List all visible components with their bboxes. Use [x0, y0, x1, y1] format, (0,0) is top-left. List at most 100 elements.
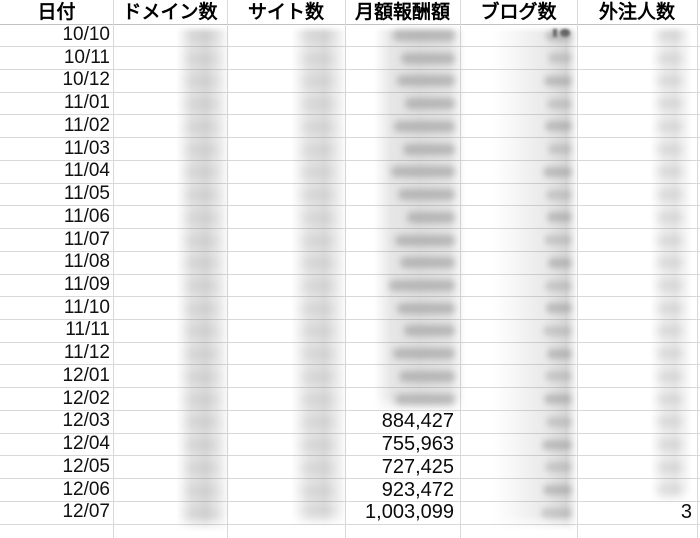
- cell-blogs[interactable]: [460, 433, 572, 456]
- cell-domains[interactable]: [113, 410, 222, 433]
- cell-domains[interactable]: [113, 388, 222, 411]
- cell-domains[interactable]: [113, 24, 222, 47]
- cell-monthly-reward[interactable]: 755,963: [381, 433, 454, 456]
- cell-blogs[interactable]: [460, 365, 572, 388]
- cell-monthly-reward[interactable]: 727,425: [381, 455, 454, 478]
- cell-outsourced[interactable]: [577, 183, 692, 206]
- cell-monthly-reward[interactable]: [345, 319, 454, 342]
- cell-outsourced[interactable]: [577, 251, 692, 274]
- cell-date[interactable]: 11/10: [63, 296, 110, 318]
- cell-sites[interactable]: [227, 183, 340, 206]
- cell-domains[interactable]: [113, 160, 222, 183]
- cell-domains[interactable]: [113, 92, 222, 115]
- cell-date[interactable]: 10/12: [62, 69, 110, 91]
- cell-outsourced[interactable]: [577, 115, 692, 138]
- cell-sites[interactable]: [227, 410, 340, 433]
- cell-outsourced[interactable]: [577, 206, 692, 229]
- cell-blogs[interactable]: [460, 69, 572, 92]
- cell-blogs[interactable]: [460, 501, 572, 524]
- cell-blogs[interactable]: [460, 297, 572, 320]
- cell-sites[interactable]: [227, 456, 340, 479]
- cell-sites[interactable]: [227, 319, 340, 342]
- cell-monthly-reward[interactable]: [345, 274, 454, 297]
- cell-domains[interactable]: [113, 433, 222, 456]
- cell-domains[interactable]: [113, 47, 222, 70]
- cell-domains[interactable]: [113, 342, 222, 365]
- cell-domains[interactable]: [113, 319, 222, 342]
- cell-blogs[interactable]: [460, 410, 572, 433]
- cell-sites[interactable]: [227, 206, 340, 229]
- cell-outsourced[interactable]: [577, 388, 692, 411]
- cell-outsourced[interactable]: [577, 47, 692, 70]
- cell-date[interactable]: 11/12: [63, 342, 110, 364]
- cell-sites[interactable]: [227, 24, 340, 47]
- cell-domains[interactable]: [113, 115, 222, 138]
- cell-sites[interactable]: [227, 115, 340, 138]
- cell-monthly-reward[interactable]: [345, 115, 454, 138]
- cell-date[interactable]: 12/01: [62, 364, 110, 386]
- cell-monthly-reward[interactable]: [345, 183, 454, 206]
- cell-monthly-reward[interactable]: [345, 24, 454, 47]
- cell-domains[interactable]: [113, 365, 222, 388]
- cell-date[interactable]: 12/06: [62, 478, 110, 500]
- cell-date[interactable]: 11/05: [63, 183, 110, 205]
- cell-sites[interactable]: [227, 138, 340, 161]
- cell-outsourced[interactable]: [577, 342, 692, 365]
- cell-domains[interactable]: [113, 206, 222, 229]
- cell-blogs[interactable]: [460, 160, 572, 183]
- cell-sites[interactable]: [227, 229, 340, 252]
- cell-blogs[interactable]: [460, 183, 572, 206]
- cell-monthly-reward[interactable]: [345, 69, 454, 92]
- cell-domains[interactable]: [113, 456, 222, 479]
- cell-monthly-reward[interactable]: [345, 297, 454, 320]
- cell-date[interactable]: 11/06: [63, 205, 110, 227]
- cell-date[interactable]: 11/08: [63, 251, 110, 273]
- cell-sites[interactable]: [227, 297, 340, 320]
- cell-sites[interactable]: [227, 47, 340, 70]
- cell-domains[interactable]: [113, 479, 222, 502]
- cell-date[interactable]: 12/02: [62, 387, 110, 409]
- cell-domains[interactable]: [113, 229, 222, 252]
- cell-sites[interactable]: [227, 274, 340, 297]
- cell-sites[interactable]: [227, 479, 340, 502]
- cell-date[interactable]: 11/07: [63, 228, 110, 250]
- cell-blogs[interactable]: [460, 115, 572, 138]
- cell-domains[interactable]: [113, 297, 222, 320]
- column-header-blogs[interactable]: ブログ数: [480, 2, 557, 23]
- cell-date[interactable]: 10/11: [63, 46, 110, 68]
- cell-outsourced[interactable]: [577, 138, 692, 161]
- cell-monthly-reward[interactable]: 923,472: [381, 478, 454, 501]
- cell-sites[interactable]: [227, 365, 340, 388]
- cell-date[interactable]: 11/02: [63, 114, 110, 136]
- cell-monthly-reward[interactable]: [345, 138, 454, 161]
- cell-date[interactable]: 11/11: [65, 319, 110, 341]
- cell-outsourced[interactable]: [577, 92, 692, 115]
- cell-domains[interactable]: [113, 138, 222, 161]
- cell-date[interactable]: 10/10: [62, 24, 110, 45]
- column-header-domains[interactable]: ドメイン数: [122, 2, 218, 23]
- cell-date[interactable]: 12/05: [62, 455, 110, 477]
- column-header-monthly-reward[interactable]: 月額報酬額: [354, 2, 450, 23]
- cell-blogs[interactable]: [460, 24, 572, 47]
- cell-monthly-reward[interactable]: [345, 229, 454, 252]
- cell-domains[interactable]: [113, 501, 222, 524]
- cell-domains[interactable]: [113, 251, 222, 274]
- cell-monthly-reward[interactable]: [345, 206, 454, 229]
- cell-date[interactable]: 12/04: [62, 433, 110, 455]
- cell-outsourced[interactable]: [577, 456, 692, 479]
- cell-sites[interactable]: [227, 433, 340, 456]
- cell-monthly-reward[interactable]: [345, 388, 454, 411]
- column-header-outsourced[interactable]: 外注人数: [598, 2, 675, 23]
- cell-sites[interactable]: [227, 160, 340, 183]
- cell-sites[interactable]: [227, 92, 340, 115]
- cell-blogs[interactable]: [460, 92, 572, 115]
- cell-sites[interactable]: [227, 342, 340, 365]
- cell-sites[interactable]: [227, 251, 340, 274]
- cell-date[interactable]: 11/04: [63, 160, 110, 182]
- cell-blogs[interactable]: [460, 206, 572, 229]
- cell-outsourced[interactable]: [577, 69, 692, 92]
- cell-date[interactable]: 11/01: [63, 92, 110, 114]
- cell-blogs[interactable]: [460, 342, 572, 365]
- cell-monthly-reward[interactable]: [345, 251, 454, 274]
- cell-outsourced[interactable]: [577, 433, 692, 456]
